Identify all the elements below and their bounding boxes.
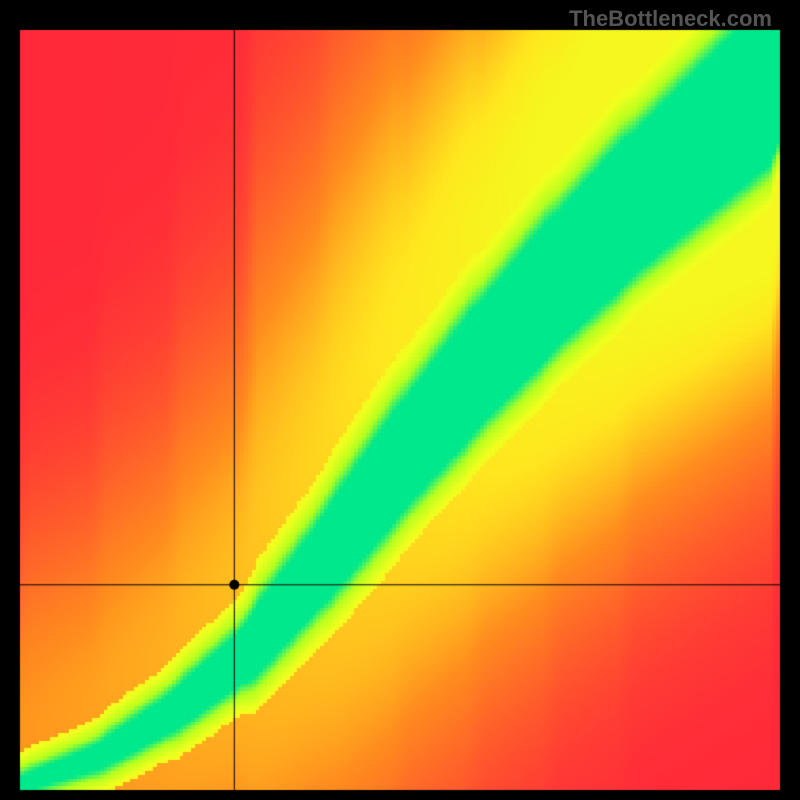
chart-container: TheBottleneck.com xyxy=(0,0,800,800)
bottleneck-heatmap xyxy=(0,0,800,800)
watermark-text: TheBottleneck.com xyxy=(569,6,772,32)
